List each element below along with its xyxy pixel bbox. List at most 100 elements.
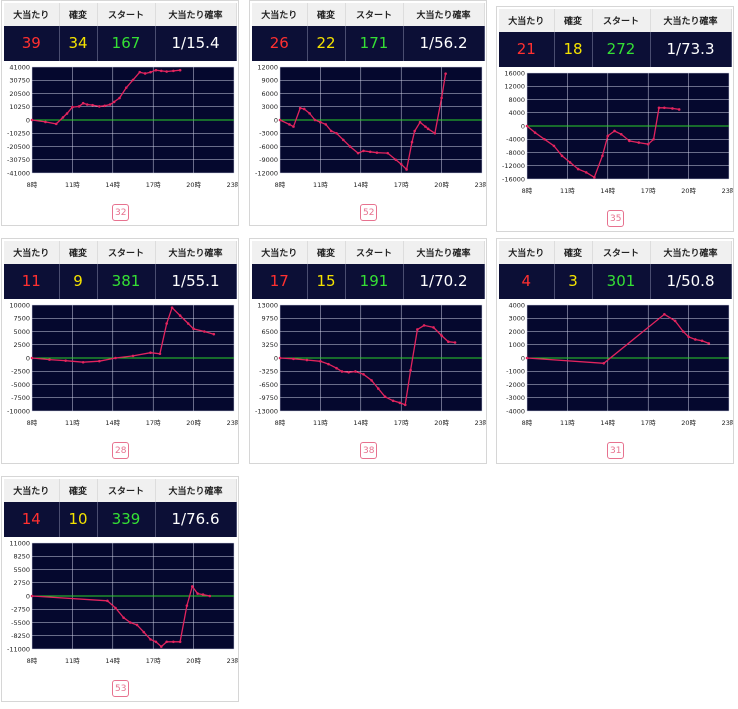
hits-value: 17 bbox=[252, 263, 308, 299]
data-point bbox=[159, 645, 163, 648]
x-tick-label: 20時 bbox=[186, 419, 201, 427]
detail-link-badge[interactable]: 35 bbox=[607, 210, 625, 227]
detail-link-badge[interactable]: 38 bbox=[360, 442, 378, 459]
y-tick-label: -12000 bbox=[255, 169, 278, 177]
kakuhen-value: 34 bbox=[59, 25, 98, 61]
data-point bbox=[525, 356, 529, 360]
x-tick-label: 20時 bbox=[434, 419, 449, 427]
start-value: 272 bbox=[592, 31, 651, 67]
y-tick-label: 0 bbox=[274, 354, 278, 362]
x-tick-label: 11時 bbox=[313, 419, 328, 427]
data-point bbox=[327, 362, 330, 366]
data-point bbox=[112, 100, 116, 104]
data-point bbox=[319, 359, 322, 363]
data-point bbox=[593, 176, 596, 179]
x-tick-label: 11時 bbox=[313, 181, 328, 189]
data-point bbox=[347, 370, 350, 374]
stats-table: 大当たり 確変 スタート 大当たり確率 4 3 301 1/50.8 bbox=[499, 241, 732, 299]
data-point bbox=[619, 132, 623, 136]
data-point bbox=[208, 594, 212, 598]
y-tick-label: -30750 bbox=[7, 156, 30, 164]
x-tick-label: 11時 bbox=[65, 419, 80, 427]
data-point bbox=[341, 138, 345, 142]
start-header: スタート bbox=[97, 3, 156, 26]
y-tick-label: 10250 bbox=[9, 103, 30, 111]
y-tick-label: 2000 bbox=[508, 328, 525, 336]
hits-header: 大当たり bbox=[4, 3, 60, 26]
y-tick-label: -9000 bbox=[259, 156, 278, 164]
y-tick-label: 2750 bbox=[13, 579, 30, 587]
data-point bbox=[106, 599, 109, 603]
y-tick-label: -4000 bbox=[506, 407, 525, 415]
detail-link-badge[interactable]: 53 bbox=[112, 680, 130, 697]
x-tick-label: 8時 bbox=[27, 419, 38, 427]
data-point bbox=[405, 168, 408, 171]
data-point bbox=[671, 107, 674, 110]
data-point bbox=[663, 106, 666, 110]
data-point bbox=[370, 379, 373, 382]
stats-table: 大当たり 確変 スタート 大当たり確率 39 34 167 1/15.4 bbox=[4, 3, 237, 61]
y-tick-label: -41000 bbox=[7, 169, 30, 177]
probability-value: 1/73.3 bbox=[650, 31, 732, 67]
hits-value: 11 bbox=[4, 263, 60, 299]
data-point bbox=[707, 342, 711, 345]
data-point bbox=[278, 118, 282, 122]
y-tick-label: -12000 bbox=[502, 162, 525, 170]
hits-value: 26 bbox=[252, 25, 308, 61]
data-point bbox=[292, 125, 295, 128]
y-tick-label: 9000 bbox=[261, 77, 278, 85]
y-tick-label: 7500 bbox=[13, 315, 30, 323]
detail-link-badge[interactable]: 32 bbox=[112, 204, 130, 221]
data-point bbox=[602, 362, 606, 365]
data-point bbox=[131, 78, 135, 82]
machine-card: 大当たり 確変 スタート 大当たり確率 26 22 171 1/56.2 52 12000 9000… bbox=[249, 0, 487, 226]
y-tick-label: -5000 bbox=[11, 381, 30, 389]
kakuhen-header: 確変 bbox=[307, 3, 346, 26]
data-point bbox=[131, 354, 135, 358]
data-point bbox=[30, 356, 34, 360]
x-tick-label: 11時 bbox=[560, 419, 575, 427]
stats-table: 大当たり 確変 スタート 大当たり確率 11 9 381 1/55.1 bbox=[4, 241, 237, 299]
data-point bbox=[48, 358, 51, 361]
detail-link-badge[interactable]: 52 bbox=[360, 204, 378, 221]
x-tick-label: 23時 bbox=[475, 419, 486, 427]
data-point bbox=[154, 68, 158, 72]
detail-link-badge[interactable]: 31 bbox=[607, 442, 625, 459]
x-tick-label: 17時 bbox=[146, 419, 161, 427]
x-tick-label: 17時 bbox=[394, 181, 409, 189]
data-point bbox=[64, 359, 67, 362]
data-point bbox=[308, 112, 311, 115]
data-point bbox=[628, 139, 631, 143]
probability-header: 大当たり確率 bbox=[650, 241, 732, 264]
data-point bbox=[552, 144, 556, 148]
data-point bbox=[85, 103, 89, 106]
machine-card: 大当たり 確変 スタート 大当たり確率 21 18 272 1/73.3 35 16000 1200… bbox=[496, 6, 734, 232]
y-tick-label: 6500 bbox=[261, 328, 278, 336]
data-point bbox=[108, 103, 112, 106]
hits-value: 4 bbox=[499, 263, 555, 299]
data-point bbox=[375, 151, 379, 154]
start-header: スタート bbox=[97, 479, 156, 502]
y-tick-label: 8000 bbox=[508, 96, 525, 104]
data-point bbox=[444, 72, 447, 75]
x-tick-label: 14時 bbox=[600, 419, 615, 427]
data-point bbox=[159, 69, 163, 73]
y-tick-label: -8000 bbox=[506, 149, 525, 157]
data-point bbox=[525, 124, 529, 128]
probability-value: 1/56.2 bbox=[403, 25, 485, 61]
detail-link-badge[interactable]: 28 bbox=[112, 442, 130, 459]
data-point bbox=[103, 104, 107, 108]
data-point bbox=[601, 154, 604, 158]
data-point bbox=[440, 334, 443, 337]
start-header: スタート bbox=[97, 241, 156, 264]
x-tick-label: 23時 bbox=[227, 181, 238, 189]
x-tick-label: 20時 bbox=[681, 419, 696, 427]
data-point bbox=[190, 585, 194, 588]
data-point bbox=[178, 314, 182, 317]
x-tick-label: 8時 bbox=[27, 181, 38, 189]
data-point bbox=[335, 131, 338, 135]
data-point bbox=[185, 604, 189, 607]
x-tick-label: 14時 bbox=[105, 181, 120, 189]
data-point bbox=[65, 112, 69, 115]
data-point bbox=[114, 606, 117, 610]
